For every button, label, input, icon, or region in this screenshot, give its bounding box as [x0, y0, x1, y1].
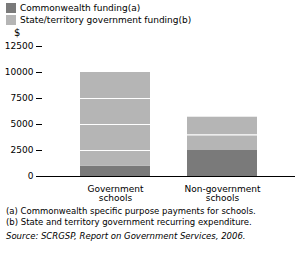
svg-text:Non-governmentschools: Non-governmentschools — [184, 184, 261, 203]
html-text:(b) State and territory govern: (b) State and territory government recur… — [6, 217, 252, 227]
svg-text:7500: 7500 — [11, 93, 34, 103]
svg-text:5000: 5000 — [11, 119, 34, 129]
svg-text:10000: 10000 — [5, 67, 34, 77]
html-text:(a) Commonwealth specific purp: (a) Commonwealth specific purpose paymen… — [6, 206, 256, 216]
svg-text:0: 0 — [28, 171, 34, 181]
html-text:Source: SCRGSP, Report on Gove: Source: SCRGSP, Report on Government Ser… — [6, 231, 246, 241]
svg-text:Governmentschools: Governmentschools — [87, 184, 144, 203]
html-text:Commonwealth funding(a): Commonwealth funding(a) — [20, 3, 141, 13]
svg-text:2500: 2500 — [11, 145, 34, 155]
html-text:State/territory government fun: State/territory government funding(b) — [20, 15, 192, 25]
svg-text:12500: 12500 — [5, 41, 34, 51]
